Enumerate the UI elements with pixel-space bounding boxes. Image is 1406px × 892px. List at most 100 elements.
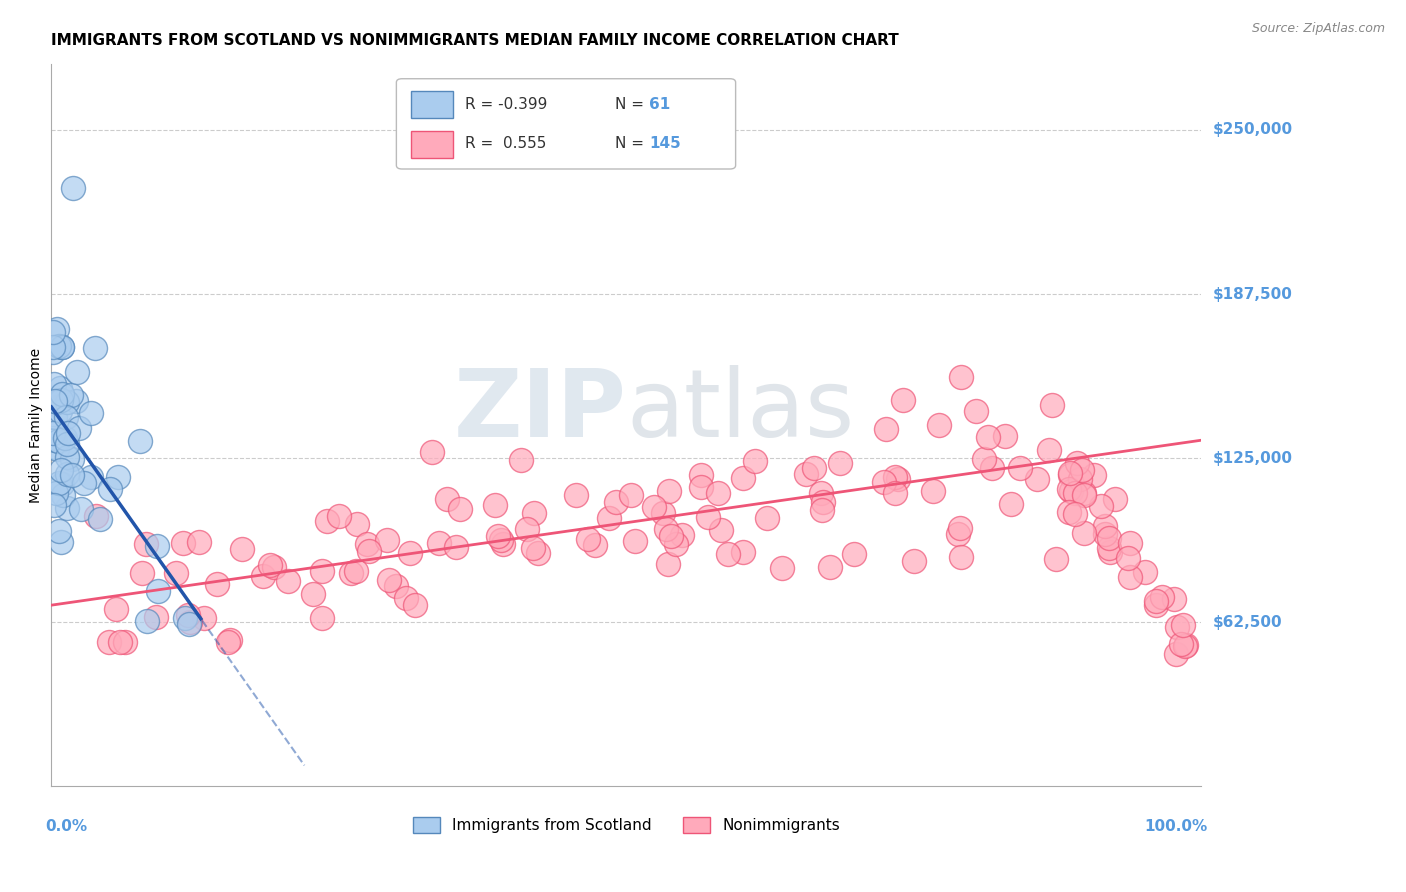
- Point: [42, 339, 65, 353]
- Point: [1150, 590, 1173, 604]
- Point: [883, 486, 905, 500]
- Point: [48, 404, 70, 418]
- Point: [207, 576, 229, 591]
- Point: [80, 469, 103, 483]
- Point: [404, 599, 426, 613]
- Point: [177, 607, 200, 622]
- Point: [328, 509, 350, 524]
- Point: [311, 611, 333, 625]
- Point: [976, 430, 998, 444]
- Point: [44, 393, 66, 408]
- Point: [231, 542, 253, 557]
- Point: [523, 506, 546, 520]
- Point: [1174, 638, 1197, 652]
- Point: [828, 456, 851, 470]
- Point: [70, 502, 93, 516]
- Point: [671, 528, 693, 542]
- Point: [1073, 485, 1095, 500]
- Point: [1064, 507, 1087, 521]
- Point: [398, 546, 420, 560]
- Point: [928, 417, 950, 432]
- Point: [489, 533, 512, 547]
- Point: [114, 635, 136, 649]
- Point: [44, 433, 66, 447]
- Point: [659, 528, 682, 542]
- Point: [665, 537, 688, 551]
- Point: [811, 502, 834, 516]
- Point: [315, 515, 337, 529]
- Point: [1069, 472, 1091, 486]
- Point: [1164, 647, 1187, 661]
- Point: [1098, 531, 1121, 545]
- Point: [755, 510, 778, 524]
- Point: [107, 470, 129, 484]
- Point: [344, 565, 367, 579]
- Text: N =: N =: [614, 96, 644, 112]
- Point: [444, 540, 467, 554]
- Point: [53, 431, 76, 445]
- Point: [605, 495, 627, 509]
- Point: [73, 476, 96, 491]
- Point: [716, 547, 738, 561]
- Point: [378, 573, 401, 587]
- Point: [690, 468, 713, 483]
- Point: [1094, 518, 1116, 533]
- Point: [484, 498, 506, 512]
- Point: [492, 537, 515, 551]
- Point: [188, 535, 211, 549]
- Point: [56, 450, 79, 465]
- Point: [733, 470, 755, 484]
- Point: [45, 395, 67, 409]
- Point: [80, 406, 103, 420]
- Point: [803, 461, 825, 475]
- Point: [965, 403, 987, 417]
- Point: [346, 517, 368, 532]
- Text: 145: 145: [650, 136, 681, 152]
- Point: [41, 431, 63, 445]
- Point: [179, 616, 201, 631]
- Point: [46, 321, 69, 335]
- Point: [311, 564, 333, 578]
- Text: 61: 61: [650, 96, 671, 112]
- Text: 0.0%: 0.0%: [45, 819, 87, 834]
- Point: [1038, 443, 1060, 458]
- Point: [375, 533, 398, 547]
- Point: [277, 574, 299, 588]
- Point: [135, 537, 157, 551]
- Point: [733, 544, 755, 558]
- Point: [259, 558, 281, 572]
- Point: [810, 486, 832, 500]
- Point: [46, 442, 69, 456]
- Point: [1059, 505, 1081, 519]
- Point: [217, 635, 239, 649]
- Point: [950, 369, 973, 384]
- Point: [46, 434, 69, 448]
- Point: [218, 633, 240, 648]
- Point: [1060, 484, 1083, 499]
- Point: [51, 340, 73, 354]
- Point: [1026, 471, 1049, 485]
- Point: [1104, 491, 1126, 506]
- Point: [42, 345, 65, 359]
- Point: [129, 434, 152, 449]
- Point: [1057, 482, 1080, 496]
- Point: [98, 635, 121, 649]
- Point: [165, 566, 187, 581]
- Point: [657, 484, 679, 499]
- Point: [1000, 498, 1022, 512]
- Point: [449, 501, 471, 516]
- Point: [689, 480, 711, 494]
- Point: [887, 472, 910, 486]
- Text: $187,500: $187,500: [1212, 286, 1292, 301]
- Point: [652, 506, 675, 520]
- Point: [131, 566, 153, 581]
- Point: [44, 410, 66, 425]
- Point: [357, 544, 380, 558]
- Point: [875, 422, 897, 436]
- Point: [522, 541, 544, 555]
- Point: [1173, 618, 1195, 632]
- Point: [706, 486, 728, 500]
- Point: [1045, 551, 1067, 566]
- Point: [1059, 467, 1081, 482]
- Point: [1170, 637, 1192, 651]
